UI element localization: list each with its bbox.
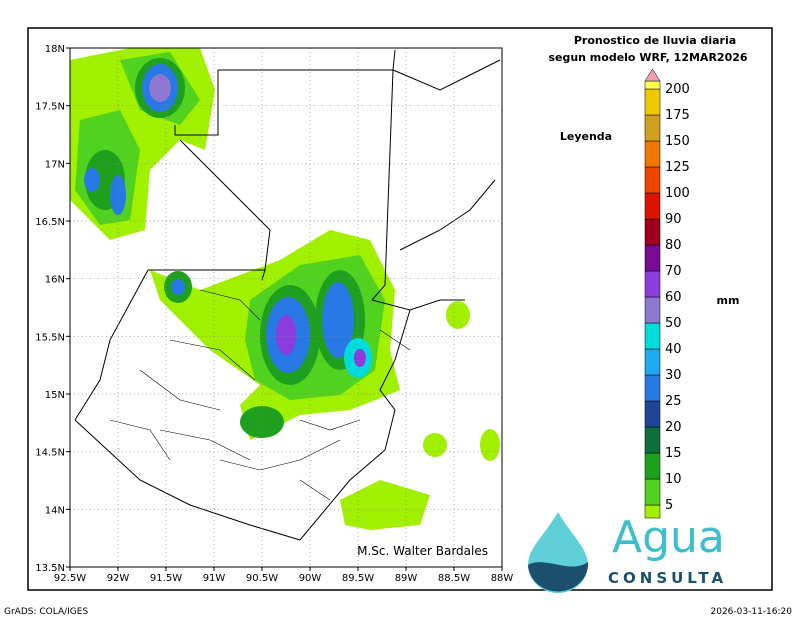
lat-label: 17.5N <box>35 102 65 113</box>
colorbar-label: 150 <box>665 134 690 149</box>
lon-label: 92.5W <box>54 573 86 584</box>
frame <box>27 27 773 591</box>
colorbar-segment <box>644 88 661 116</box>
colorbar-arrow <box>644 68 661 82</box>
colorbar-label: 125 <box>665 160 690 175</box>
colorbar-label: 20 <box>665 420 682 435</box>
colorbar: 5 10 15 20 25 30 40 50 60 70 80 90 100 125 150 175 200 <box>644 68 690 519</box>
map: 18N 17.5N 17N 16.5N 16N 15.5N 15N 14.5N 14N 13.5N… <box>35 44 513 584</box>
colorbar-segment <box>644 374 661 402</box>
lat-label: 14N <box>45 505 65 516</box>
lon-label: 90W <box>299 573 322 584</box>
lon-label: 89W <box>395 573 418 584</box>
logo-subword: CONSULTA <box>608 569 727 587</box>
footer-left: GrADS: COLA/IGES <box>4 607 88 617</box>
colorbar-segment <box>644 192 661 220</box>
colorbar-label: 25 <box>665 394 682 409</box>
colorbar-label: 60 <box>665 290 682 305</box>
lat-label: 14.5N <box>35 448 65 459</box>
colorbar-segment <box>644 218 661 246</box>
colorbar-label: 50 <box>665 316 682 331</box>
colorbar-label: 70 <box>665 264 682 279</box>
colorbar-label: 15 <box>665 446 682 461</box>
colorbar-label: 40 <box>665 342 682 357</box>
colorbar-segment <box>644 322 661 350</box>
lon-label: 89.5W <box>342 573 374 584</box>
lon-label: 90.5W <box>246 573 278 584</box>
colorbar-label: 80 <box>665 238 682 253</box>
colorbar-segment <box>644 244 661 272</box>
subtitle: segun modelo WRF, 12MAR2026 <box>548 51 747 64</box>
colorbar-segment <box>644 348 661 376</box>
colorbar-label: 90 <box>665 212 682 227</box>
departments <box>109 289 411 501</box>
rain-field <box>70 48 500 530</box>
colorbar-segment <box>644 270 661 298</box>
colorbar-label: 175 <box>665 108 690 123</box>
colorbar-label: 5 <box>665 498 673 513</box>
lon-label: 88.5W <box>438 573 470 584</box>
colorbar-label: 10 <box>665 472 682 487</box>
colorbar-label: 30 <box>665 368 682 383</box>
lon-label: 91.5W <box>150 573 182 584</box>
logo: Agua CONSULTA <box>528 512 727 593</box>
colorbar-label: 100 <box>665 186 690 201</box>
colorbar-segment <box>644 426 661 454</box>
colorbar-segment <box>644 478 661 506</box>
colorbar-label: 200 <box>665 82 690 97</box>
footer-right: 2026-03-11-16:20 <box>711 607 793 617</box>
colorbar-segment <box>644 296 661 324</box>
legend-unit: mm <box>717 294 740 307</box>
lon-label: 91W <box>203 573 226 584</box>
title: Pronostico de lluvia diaria <box>574 34 736 47</box>
lat-label: 15.5N <box>35 332 65 343</box>
credit: M.Sc. Walter Bardales <box>357 544 488 558</box>
map-border <box>69 47 503 568</box>
colorbar-segment <box>644 80 661 90</box>
lat-label: 16N <box>45 275 65 286</box>
lat-label: 16.5N <box>35 217 65 228</box>
lat-label: 17N <box>45 159 65 170</box>
grid: 18N 17.5N 17N 16.5N 16N 15.5N 15N 14.5N 14N 13.5N… <box>35 44 513 584</box>
legend-title: Leyenda <box>560 130 612 143</box>
lat-label: 15N <box>45 390 65 401</box>
logo-word: Agua <box>612 512 725 563</box>
colorbar-segment <box>644 166 661 194</box>
colorbar-segment <box>644 400 661 428</box>
lat-label: 18N <box>45 44 65 55</box>
colorbar-segment <box>644 452 661 480</box>
lon-label: 88W <box>491 573 514 584</box>
lon-label: 92W <box>107 573 130 584</box>
colorbar-segment <box>644 114 661 142</box>
colorbar-segment <box>644 140 661 168</box>
lat-label: 13.5N <box>35 563 65 574</box>
